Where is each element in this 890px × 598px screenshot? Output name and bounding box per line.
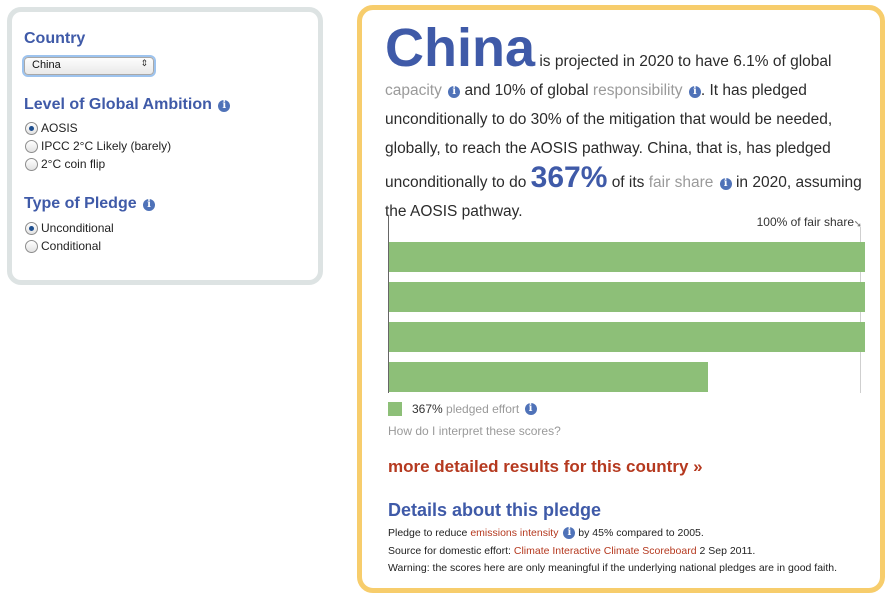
- pledge-option-unconditional[interactable]: Unconditional: [25, 220, 114, 236]
- chart-bar: [389, 362, 708, 392]
- more-results-link[interactable]: more detailed results for this country »: [388, 457, 703, 476]
- summary-part: and 10% of global: [464, 82, 589, 99]
- pledge-type-heading: Type of Pledge i: [24, 195, 156, 213]
- chart-bar: [389, 282, 865, 312]
- radio-icon[interactable]: [25, 239, 38, 253]
- summary-part: . It has pledged unconditionally to do 3…: [385, 82, 833, 191]
- summary-part: in 2020, assuming the AOSIS pathway.: [385, 174, 862, 220]
- fair-share-chart: 100% of fair share ➘: [384, 215, 865, 400]
- legend-swatch: [388, 402, 402, 416]
- legend-value: 367%: [412, 402, 443, 416]
- responsibility-link[interactable]: responsibility: [592, 82, 683, 99]
- radio-selected-icon[interactable]: [25, 221, 38, 235]
- details-warning-line: Warning: the scores here are only meanin…: [388, 562, 838, 574]
- radio-icon[interactable]: [25, 157, 38, 171]
- chart-legend: 367% pledged effort i: [388, 402, 537, 416]
- ambition-option-label: AOSIS: [41, 121, 78, 135]
- radio-icon[interactable]: [25, 139, 38, 153]
- chart-bar: [389, 322, 865, 352]
- ambition-option-coinflip[interactable]: 2°C coin flip: [25, 156, 105, 172]
- info-icon[interactable]: i: [719, 178, 732, 190]
- details-text: Source for domestic effort:: [388, 545, 511, 557]
- country-select[interactable]: China ⇕: [24, 57, 154, 75]
- ambition-heading-label: Level of Global Ambition: [24, 96, 212, 113]
- info-icon[interactable]: i: [688, 86, 701, 98]
- fair-share-reference-label: 100% of fair share: [756, 215, 854, 229]
- ambition-option-label: 2°C coin flip: [41, 157, 106, 171]
- details-text: by 45% compared to 2005.: [578, 527, 704, 539]
- pledge-option-label: Conditional: [41, 239, 102, 253]
- pledge-option-conditional[interactable]: Conditional: [25, 238, 101, 254]
- filter-panel: Country China ⇕ Level of Global Ambition…: [7, 7, 323, 285]
- results-panel: China is projected in 2020 to have 6.1% …: [357, 5, 885, 593]
- summary-part: is projected in 2020 to have 6.1% of glo…: [539, 53, 832, 70]
- chart-bar: [389, 242, 865, 272]
- details-pledge-line: Pledge to reduce emissions intensity i b…: [388, 527, 704, 539]
- details-text: 2 Sep 2011.: [699, 545, 756, 557]
- info-icon[interactable]: i: [448, 86, 461, 98]
- ambition-option-ipcc[interactable]: IPCC 2°C Likely (barely): [25, 138, 171, 154]
- country-select-value: China: [32, 59, 61, 71]
- details-title: Details about this pledge: [388, 500, 602, 520]
- legend-label[interactable]: pledged effort: [446, 402, 520, 416]
- country-heading: Country: [24, 30, 86, 47]
- info-icon[interactable]: i: [218, 100, 231, 112]
- info-icon[interactable]: i: [524, 403, 537, 415]
- scoreboard-link[interactable]: Climate Interactive Climate Scoreboard: [513, 545, 697, 557]
- pledge-type-heading-label: Type of Pledge: [24, 195, 137, 212]
- chart-axis: [388, 215, 389, 393]
- info-icon[interactable]: i: [563, 527, 576, 539]
- details-text: Pledge to reduce: [388, 527, 468, 539]
- ambition-heading: Level of Global Ambition i: [24, 96, 231, 114]
- arrow-down-right-icon: ➘: [853, 219, 862, 230]
- details-source-line: Source for domestic effort: Climate Inte…: [388, 545, 755, 557]
- radio-selected-icon[interactable]: [25, 121, 38, 135]
- pledge-option-label: Unconditional: [41, 221, 114, 235]
- emissions-intensity-link[interactable]: emissions intensity: [470, 527, 559, 539]
- capacity-link[interactable]: capacity: [385, 82, 442, 99]
- info-icon[interactable]: i: [143, 199, 156, 211]
- select-arrows-icon: ⇕: [140, 58, 148, 68]
- ambition-option-label: IPCC 2°C Likely (barely): [41, 139, 172, 153]
- ambition-option-aosis[interactable]: AOSIS: [25, 120, 78, 136]
- fair-share-link[interactable]: fair share: [648, 174, 714, 191]
- summary-part: of its: [611, 174, 645, 191]
- interpret-scores-link[interactable]: How do I interpret these scores?: [388, 424, 561, 438]
- country-title: China: [385, 18, 536, 78]
- pledge-percent: 367%: [530, 161, 608, 194]
- summary-text: China is projected in 2020 to have 6.1% …: [385, 21, 865, 226]
